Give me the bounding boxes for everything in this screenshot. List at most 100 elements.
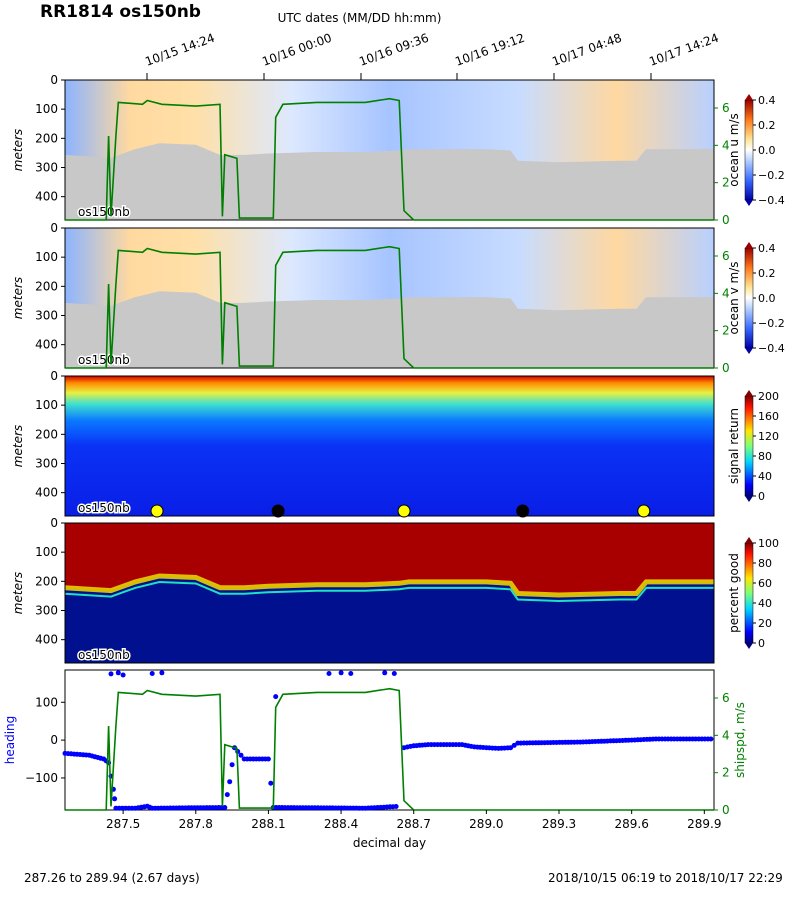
axes-frame (64, 522, 715, 664)
heading-point (115, 670, 121, 676)
chart-title: RR1814 os150nb (40, 2, 201, 22)
right-tick-label: 0 (722, 361, 730, 375)
y-tick-label: 300 (35, 161, 58, 175)
colorbar-extend-top (745, 94, 753, 100)
colorbar-label: percent good (727, 553, 741, 633)
colorbar (744, 395, 754, 497)
instrument-label: os150nb (78, 501, 130, 515)
x-tick-label: 287.8 (179, 817, 213, 831)
colorbar-tick-label: 160 (758, 410, 779, 423)
colorbar-extend-bottom (745, 348, 753, 354)
axes-frame (64, 79, 715, 221)
right-tick-label: 6 (722, 691, 730, 705)
top-axis-tick-label: 10/15 14:24 (143, 31, 216, 69)
shipspd-line (65, 687, 714, 811)
heading-point (393, 804, 399, 809)
right-tick-label: 0 (722, 803, 730, 817)
heading-point (108, 671, 114, 677)
top-axis-tick-label: 10/17 14:24 (647, 31, 720, 69)
y-tick-label: 400 (35, 190, 58, 204)
y-tick-label: 200 (35, 427, 58, 441)
colorbar-tick-label: −0.4 (758, 342, 785, 355)
y-axis-label: meters (11, 129, 25, 171)
right-tick-label: 4 (722, 286, 730, 300)
y-tick-label: 400 (35, 486, 58, 500)
colorbar-extend-bottom (745, 200, 753, 206)
y-tick-label: 300 (35, 309, 58, 323)
heading-axis-label: heading (3, 716, 17, 765)
colorbar (744, 99, 754, 201)
colorbar-extend-top (745, 537, 753, 543)
y-tick-label: −100 (25, 771, 58, 785)
colorbar-tick-label: 0.0 (758, 292, 776, 305)
colorbar-extend-top (745, 242, 753, 248)
axes-frame (64, 227, 715, 369)
y-tick-label: 100 (35, 398, 58, 412)
colorbar-extend-bottom (745, 496, 753, 502)
colorbar-label: ocean u m/s (727, 113, 741, 187)
colorbar-tick-label: 80 (758, 557, 772, 570)
heading-point (382, 670, 388, 676)
day-marker (271, 504, 285, 518)
colorbar-extend-bottom (745, 643, 753, 649)
heading-point (229, 762, 235, 768)
day-marker (150, 504, 164, 518)
y-tick-label: 0 (50, 733, 58, 747)
heading-point (159, 670, 165, 676)
right-tick-label: 0 (722, 213, 730, 227)
colorbar-tick-label: 0.4 (758, 242, 776, 255)
heading-point (227, 779, 233, 785)
colorbar-tick-label: 0 (758, 637, 765, 650)
heading-point (391, 671, 397, 676)
day-marker (637, 504, 651, 518)
y-tick-label: 0 (50, 73, 58, 87)
time-range-dates: 2018/10/15 06:19 to 2018/10/17 22:29 (548, 871, 783, 885)
transition-band (64, 573, 714, 598)
colorbar-tick-label: 0.2 (758, 119, 776, 132)
y-tick-label: 400 (35, 633, 58, 647)
heading-point (222, 805, 228, 810)
y-tick-label: 100 (35, 545, 58, 559)
colorbar-tick-label: 0.0 (758, 144, 776, 157)
top-axis-tick-label: 10/16 19:12 (453, 31, 526, 69)
y-tick-label: 0 (50, 369, 58, 383)
heading-point (224, 792, 230, 798)
right-tick-label: 2 (722, 176, 730, 190)
colorbar (744, 542, 754, 644)
colorbar (744, 247, 754, 349)
heading-point (508, 745, 514, 751)
x-tick-label: 289.6 (614, 817, 648, 831)
heading-point (326, 671, 332, 676)
colorbar-tick-label: 40 (758, 470, 772, 483)
top-axis-tick-label: 10/16 00:00 (260, 31, 333, 69)
y-tick-label: 200 (35, 279, 58, 293)
top-axis-title: UTC dates (MM/DD hh:mm) (278, 11, 442, 25)
y-tick-label: 400 (35, 338, 58, 352)
x-axis-label: decimal day (353, 836, 426, 850)
no-data-region (65, 291, 714, 368)
heading-point (348, 671, 354, 676)
right-tick-label: 6 (722, 249, 730, 263)
instrument-label: os150nb (78, 205, 130, 219)
y-tick-label: 100 (35, 695, 58, 709)
colorbar-extend-top (745, 390, 753, 396)
time-range-days: 287.26 to 289.94 (2.67 days) (24, 871, 200, 885)
colorbar-label: ocean v m/s (727, 262, 741, 335)
colorbar-tick-label: 0 (758, 490, 765, 503)
colorbar-tick-label: −0.2 (758, 169, 785, 182)
heading-point (120, 672, 126, 678)
y-axis-label: meters (11, 277, 25, 319)
heading-point (265, 756, 271, 762)
shipspd-axis-label: shipspd, m/s (733, 702, 747, 778)
x-tick-label: 287.5 (106, 817, 140, 831)
heading-point (338, 670, 344, 676)
day-marker (516, 504, 530, 518)
colorbar-tick-label: 120 (758, 430, 779, 443)
heading-point (268, 780, 274, 786)
y-axis-label: meters (11, 572, 25, 614)
y-tick-label: 300 (35, 457, 58, 471)
colorbar-tick-label: 20 (758, 617, 772, 630)
day-marker (397, 504, 411, 518)
heading-point (238, 752, 244, 758)
transition-band-lower (64, 580, 714, 603)
